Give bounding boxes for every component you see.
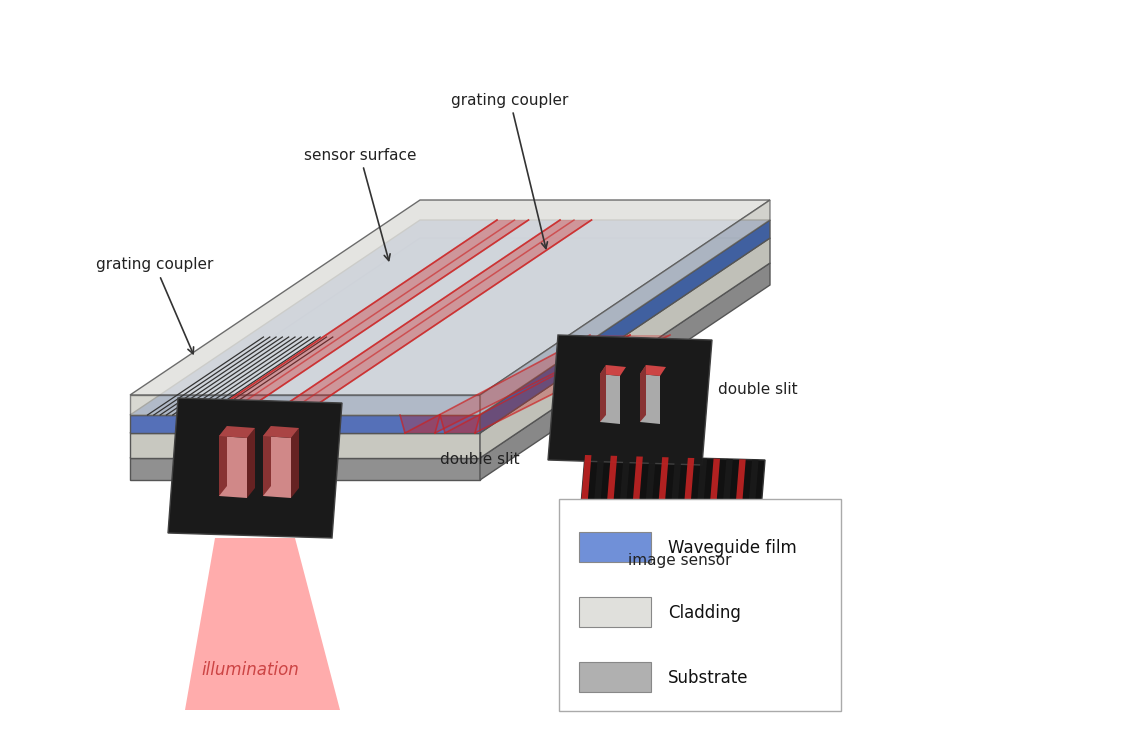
Text: double slit: double slit xyxy=(718,382,798,398)
Polygon shape xyxy=(691,458,708,584)
Text: illumination: illumination xyxy=(201,661,299,679)
Text: grating coupler: grating coupler xyxy=(97,257,214,354)
Polygon shape xyxy=(652,458,668,582)
Polygon shape xyxy=(601,456,618,581)
Polygon shape xyxy=(480,200,770,415)
Polygon shape xyxy=(600,365,626,376)
Polygon shape xyxy=(575,455,592,580)
Polygon shape xyxy=(703,458,720,584)
Text: Cladding: Cladding xyxy=(668,604,741,622)
Text: Substrate: Substrate xyxy=(668,669,748,687)
Polygon shape xyxy=(613,456,630,581)
Polygon shape xyxy=(742,460,758,585)
Polygon shape xyxy=(480,238,770,458)
Polygon shape xyxy=(219,426,227,496)
Polygon shape xyxy=(130,200,770,395)
Polygon shape xyxy=(588,455,604,580)
Polygon shape xyxy=(729,459,746,584)
Polygon shape xyxy=(400,415,440,433)
Polygon shape xyxy=(130,238,770,433)
Polygon shape xyxy=(600,365,606,422)
Polygon shape xyxy=(717,459,732,584)
Text: double slit: double slit xyxy=(440,452,520,467)
FancyBboxPatch shape xyxy=(579,662,651,692)
FancyBboxPatch shape xyxy=(579,597,651,627)
Polygon shape xyxy=(229,433,270,455)
Polygon shape xyxy=(130,415,480,433)
Polygon shape xyxy=(440,415,480,433)
Polygon shape xyxy=(219,426,255,438)
Polygon shape xyxy=(480,220,770,433)
Polygon shape xyxy=(130,263,770,458)
Polygon shape xyxy=(130,220,770,415)
Text: image sensor: image sensor xyxy=(628,553,731,568)
Polygon shape xyxy=(270,220,592,415)
Polygon shape xyxy=(219,436,248,498)
Polygon shape xyxy=(640,374,660,424)
Polygon shape xyxy=(130,433,480,458)
Polygon shape xyxy=(548,335,712,465)
Polygon shape xyxy=(640,365,646,422)
FancyBboxPatch shape xyxy=(559,499,842,711)
Text: grating coupler: grating coupler xyxy=(451,92,569,248)
FancyBboxPatch shape xyxy=(579,532,651,562)
Polygon shape xyxy=(263,426,299,438)
Polygon shape xyxy=(575,455,765,585)
Polygon shape xyxy=(627,457,642,581)
Polygon shape xyxy=(207,220,529,415)
Polygon shape xyxy=(190,433,229,455)
Polygon shape xyxy=(184,538,340,710)
Polygon shape xyxy=(600,374,620,424)
Polygon shape xyxy=(678,458,694,583)
Text: Waveguide film: Waveguide film xyxy=(668,539,796,557)
Polygon shape xyxy=(130,395,480,415)
Polygon shape xyxy=(665,458,682,583)
Polygon shape xyxy=(263,436,291,498)
Polygon shape xyxy=(639,457,656,582)
Polygon shape xyxy=(168,398,342,538)
Polygon shape xyxy=(446,335,670,433)
Polygon shape xyxy=(263,426,271,496)
Polygon shape xyxy=(640,365,666,376)
Polygon shape xyxy=(291,428,299,498)
Polygon shape xyxy=(480,263,770,480)
Polygon shape xyxy=(248,428,255,498)
Text: sensor surface: sensor surface xyxy=(304,148,416,260)
Polygon shape xyxy=(130,458,480,480)
Polygon shape xyxy=(405,335,630,433)
